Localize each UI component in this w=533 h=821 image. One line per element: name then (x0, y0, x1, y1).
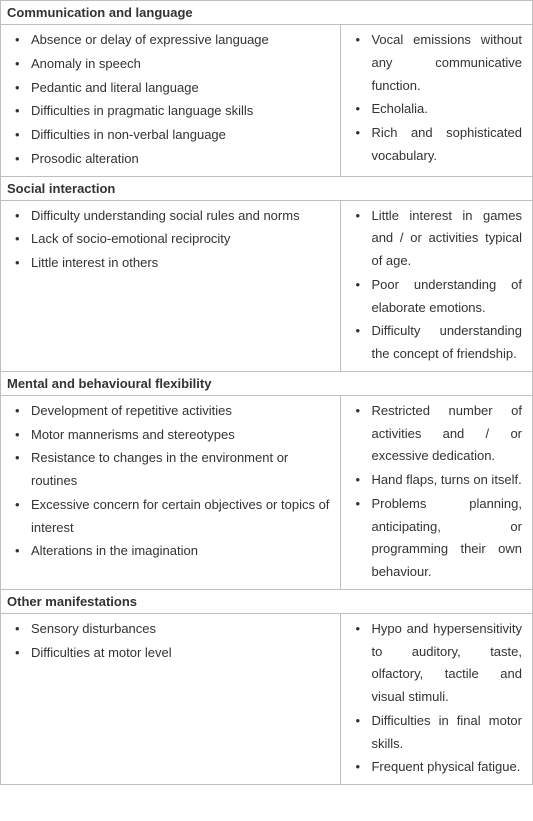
characteristics-table: Communication and languageAbsence or del… (0, 0, 533, 785)
list-item: Difficulty understanding the concept of … (347, 320, 526, 366)
left-column: Absence or delay of expressive languageA… (1, 25, 341, 177)
list-item: Difficulties in final motor skills. (347, 710, 526, 756)
list-item: Rich and sophisticated vocabulary. (347, 122, 526, 168)
section-header: Other manifestations (1, 589, 533, 613)
list-item: Difficulty understanding social rules an… (7, 205, 334, 228)
left-column: Development of repetitive activitiesMoto… (1, 395, 341, 589)
list-item: Alterations in the imagination (7, 540, 334, 563)
list-item: Little interest in games and / or activi… (347, 205, 526, 273)
list-item: Frequent physical fatigue. (347, 756, 526, 779)
list-item: Restricted number of activities and / or… (347, 400, 526, 468)
right-column: Restricted number of activities and / or… (341, 395, 533, 589)
left-column: Sensory disturbancesDifficulties at moto… (1, 613, 341, 784)
list-item: Echolalia. (347, 98, 526, 121)
list-item: Hypo and hypersensitivity to auditory, t… (347, 618, 526, 709)
list-item: Sensory disturbances (7, 618, 334, 641)
list-item: Resistance to changes in the environment… (7, 447, 334, 493)
list-item: Prosodic alteration (7, 148, 334, 171)
list-item: Little interest in others (7, 252, 334, 275)
list-item: Problems planning, anticipating, or prog… (347, 493, 526, 584)
section-header: Communication and language (1, 1, 533, 25)
list-item: Difficulties in pragmatic language skill… (7, 100, 334, 123)
list-item: Difficulties in non-verbal language (7, 124, 334, 147)
list-item: Absence or delay of expressive language (7, 29, 334, 52)
list-item: Development of repetitive activities (7, 400, 334, 423)
right-column: Vocal emissions without any communicativ… (341, 25, 533, 177)
list-item: Hand flaps, turns on itself. (347, 469, 526, 492)
section-header: Mental and behavioural flexibility (1, 371, 533, 395)
list-item: Pedantic and literal language (7, 77, 334, 100)
right-column: Little interest in games and / or activi… (341, 200, 533, 371)
list-item: Vocal emissions without any communicativ… (347, 29, 526, 97)
list-item: Anomaly in speech (7, 53, 334, 76)
right-column: Hypo and hypersensitivity to auditory, t… (341, 613, 533, 784)
list-item: Poor understanding of elaborate emotions… (347, 274, 526, 320)
list-item: Lack of socio-emotional reciprocity (7, 228, 334, 251)
list-item: Motor mannerisms and stereotypes (7, 424, 334, 447)
section-header: Social interaction (1, 176, 533, 200)
list-item: Difficulties at motor level (7, 642, 334, 665)
left-column: Difficulty understanding social rules an… (1, 200, 341, 371)
list-item: Excessive concern for certain objectives… (7, 494, 334, 540)
